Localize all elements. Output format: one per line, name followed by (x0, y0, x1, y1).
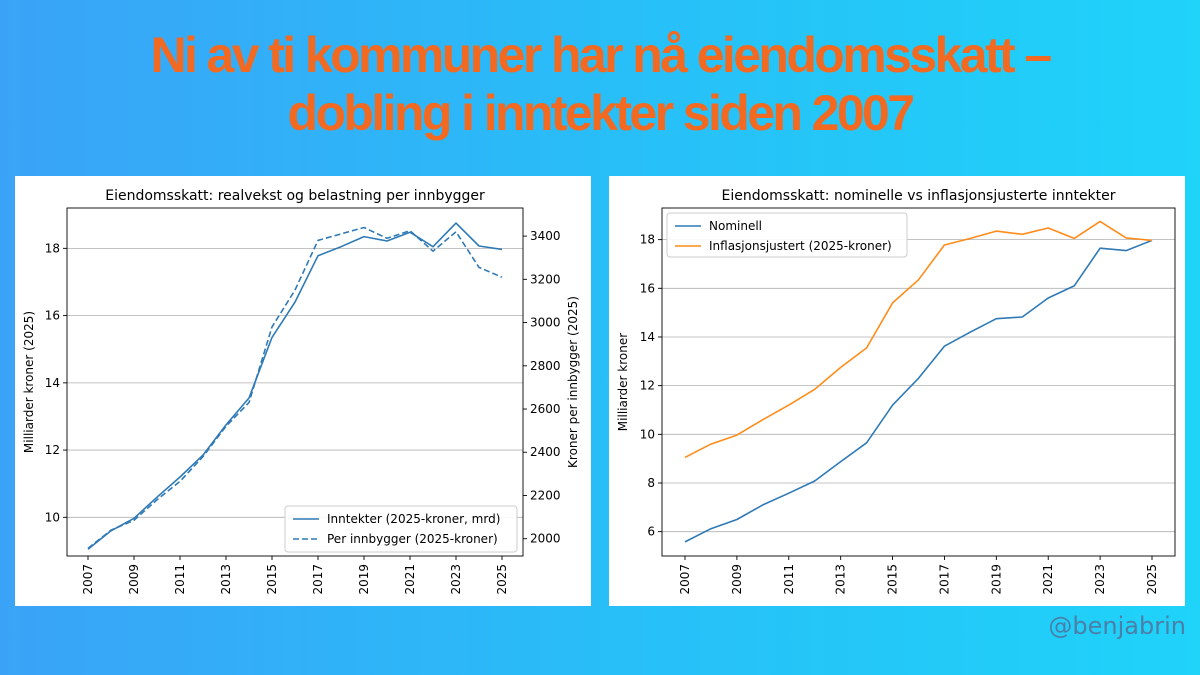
chart1-y2label: Kroner per innbygger (2025) (566, 296, 580, 468)
chart2-ytick-label-4: 14 (640, 330, 655, 344)
chart2-legend-label-1: Inflasjonsjustert (2025-kroner) (709, 239, 892, 253)
chart2-xtick-label-8: 2023 (1093, 564, 1107, 595)
chart2-ytick-label-0: 6 (647, 525, 655, 539)
chart2-ytick-label-3: 12 (640, 379, 655, 393)
chart2-xtick-label-3: 2013 (834, 564, 848, 595)
chart1-series-line-1 (87, 226, 503, 550)
chart1-xtick-label-1: 2009 (127, 564, 141, 595)
chart2-legend-box (666, 212, 908, 258)
chart1-xtick-label-7: 2021 (403, 564, 417, 595)
chart2-ylabel: Milliarder kroner (616, 333, 630, 431)
chart1-ytick-label-3: 16 (45, 309, 60, 323)
headline: Ni av ti kommuner har nå eiendomsskatt –… (0, 26, 1200, 142)
chart1-title: Eiendomsskatt: realvekst og belastning p… (105, 188, 485, 204)
chart1-xtick-label-4: 2015 (265, 564, 279, 595)
chart1-xtick-label-2: 2011 (173, 564, 187, 595)
chart2-xtick-label-7: 2021 (1041, 564, 1055, 595)
chart1-y2tick-label-0: 2000 (530, 532, 561, 546)
chart2-ytick-label-1: 8 (647, 476, 655, 490)
chart2-legend-label-0: Nominell (709, 219, 762, 233)
chart2-plot-frame (661, 207, 1176, 557)
chart1-y2tick-label-1: 2200 (530, 488, 561, 502)
chart2-title: Eiendomsskatt: nominelle vs inflasjonsju… (721, 188, 1115, 204)
chart1-ytick-label-1: 12 (45, 443, 60, 457)
chart1-ytick-label-0: 10 (45, 510, 60, 524)
chart1-y2tick-label-3: 2600 (530, 402, 561, 416)
chart1-xtick-label-3: 2013 (219, 564, 233, 595)
chart2-xtick-label-0: 2007 (678, 564, 692, 595)
chart-panel-real-growth: 10 12 14 16 18 2000 2200 2400 2600 2800 3000 3200 34… (15, 176, 591, 606)
chart2-xtick-label-4: 2015 (886, 564, 900, 595)
chart1-legend-label-1: Per innbygger (2025-kroner) (327, 532, 498, 546)
chart2-series-line-0 (684, 239, 1153, 543)
chart1-plot-frame (66, 207, 524, 557)
chart1-legend-label-0: Inntekter (2025-kroner, mrd) (327, 512, 500, 526)
chart2-xtick-label-9: 2025 (1145, 564, 1159, 595)
chart1-ytick-label-2: 14 (45, 376, 60, 390)
chart2-xtick-label-1: 2009 (730, 564, 744, 595)
chart1-y2tick-label-5: 3000 (530, 316, 561, 330)
chart1-y2tick-label-4: 2800 (530, 359, 561, 373)
chart1-xtick-label-6: 2019 (357, 564, 371, 595)
chart1-y2tick-label-7: 3400 (530, 229, 561, 243)
chart1-series-line-0 (87, 222, 503, 550)
chart-nominal-vs-adjusted: 6 8 10 12 14 16 18 2007 2009 2011 2013 2015 2017 2019… (616, 188, 1176, 595)
watermark-handle: @benjabrin (1048, 612, 1186, 640)
chart2-ytick-label-6: 18 (640, 233, 655, 247)
chart1-xtick-label-9: 2025 (495, 564, 509, 595)
chart1-xtick-label-8: 2023 (449, 564, 463, 595)
chart2-series-line-1 (684, 220, 1153, 459)
chart-real-growth: 10 12 14 16 18 2000 2200 2400 2600 2800 3000 3200 34… (22, 188, 580, 595)
chart1-y2tick-label-2: 2400 (530, 445, 561, 459)
chart2-ytick-label-2: 10 (640, 427, 655, 441)
chart1-y2tick-label-6: 3200 (530, 272, 561, 286)
chart2-xtick-label-2: 2011 (782, 564, 796, 595)
headline-line-1: Ni av ti kommuner har nå eiendomsskatt – (150, 27, 1052, 83)
chart1-xtick-label-5: 2017 (311, 564, 325, 595)
chart2-xtick-label-6: 2019 (989, 564, 1003, 595)
chart-panel-nominal-vs-adjusted: 6 8 10 12 14 16 18 2007 2009 2011 2013 2015 2017 2019… (609, 176, 1185, 606)
headline-line-2: dobling i inntekter siden 2007 (287, 85, 916, 141)
chart1-xtick-label-0: 2007 (81, 564, 95, 595)
chart1-legend-box (284, 505, 518, 553)
chart1-ytick-label-4: 18 (45, 241, 60, 255)
chart2-ytick-label-5: 16 (640, 281, 655, 295)
chart1-ylabel: Milliarder kroner (2025) (22, 311, 36, 453)
chart2-xtick-label-5: 2017 (937, 564, 951, 595)
